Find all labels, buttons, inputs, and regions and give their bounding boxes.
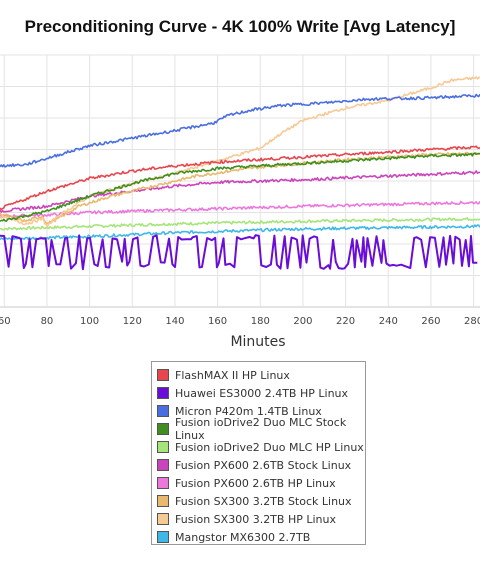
legend-swatch (157, 405, 169, 417)
legend-label: Fusion PX600 2.6TB HP Linux (175, 476, 336, 490)
legend-label: Micron P420m 1.4TB Linux (175, 404, 322, 418)
legend: FlashMAX II HP Linux Huawei ES3000 2.4TB … (151, 361, 366, 545)
legend-swatch (157, 513, 169, 525)
x-tick-label: 160 (208, 316, 227, 327)
legend-label: Mangstor MX6300 2.7TB (175, 530, 311, 544)
x-tick-label: 240 (379, 316, 398, 327)
series-line-6 (0, 200, 480, 219)
x-tick-labels: 60 80 100 120 140 160 180 200 220 240 260 280 (0, 316, 480, 327)
legend-item[interactable]: Mangstor MX6300 2.7TB (157, 528, 365, 546)
legend-item[interactable]: Fusion PX600 2.6TB Stock Linux (157, 456, 365, 474)
legend-label: Fusion SX300 3.2TB HP Linux (175, 512, 336, 526)
legend-item[interactable]: Fusion SX300 3.2TB HP Linux (157, 510, 365, 528)
legend-item[interactable]: Micron P420m 1.4TB Linux (157, 402, 365, 420)
x-tick-label: 200 (293, 316, 312, 327)
legend-swatch (157, 423, 169, 435)
x-tick-label: 280 (464, 316, 480, 327)
legend-label: Fusion ioDrive2 Duo MLC Stock Linux (175, 416, 347, 442)
x-tick-label: 80 (41, 316, 54, 327)
legend-label: Fusion PX600 2.6TB Stock Linux (175, 458, 352, 472)
legend-swatch (157, 369, 169, 381)
legend-swatch (157, 531, 169, 543)
legend-item[interactable]: FlashMAX II HP Linux (157, 366, 365, 384)
x-tick-label: 180 (251, 316, 270, 327)
legend-item[interactable]: Huawei ES3000 2.4TB HP Linux (157, 384, 365, 402)
series-line-4 (0, 217, 480, 231)
legend-label: FlashMAX II HP Linux (175, 368, 290, 382)
x-axis-title: Minutes (230, 334, 285, 350)
plot-area: 60 80 100 120 140 160 180 200 220 240 260 280 Minut… (0, 54, 480, 350)
legend-swatch (157, 441, 169, 453)
legend-item[interactable]: Fusion ioDrive2 Duo MLC Stock Linux (157, 416, 365, 442)
series-line-0 (0, 145, 480, 211)
legend-label: Fusion SX300 3.2TB Stock Linux (175, 494, 352, 508)
x-tick-label: 260 (421, 316, 440, 327)
series-line-2 (0, 93, 480, 168)
series-line-1 (0, 234, 478, 271)
x-tick-label: 120 (123, 316, 142, 327)
x-tick-label: 100 (80, 316, 99, 327)
legend-swatch (157, 495, 169, 507)
legend-swatch (157, 459, 169, 471)
x-tick-label: 140 (165, 316, 184, 327)
series-line-3 (0, 152, 480, 222)
series-lines (0, 76, 480, 271)
legend-item[interactable]: Fusion SX300 3.2TB Stock Linux (157, 492, 365, 510)
chart-title: Preconditioning Curve - 4K 100% Write [A… (24, 17, 456, 36)
legend-swatch (157, 387, 169, 399)
series-line-5 (0, 170, 480, 213)
x-tick-label: 60 (0, 316, 11, 327)
legend-item[interactable]: Fusion PX600 2.6TB HP Linux (157, 474, 365, 492)
legend-swatch (157, 477, 169, 489)
legend-item[interactable]: Fusion ioDrive2 Duo MLC HP Linux (157, 438, 365, 456)
legend-label: Fusion ioDrive2 Duo MLC HP Linux (175, 440, 364, 454)
x-tick-label: 220 (336, 316, 355, 327)
legend-label: Huawei ES3000 2.4TB HP Linux (175, 386, 349, 400)
